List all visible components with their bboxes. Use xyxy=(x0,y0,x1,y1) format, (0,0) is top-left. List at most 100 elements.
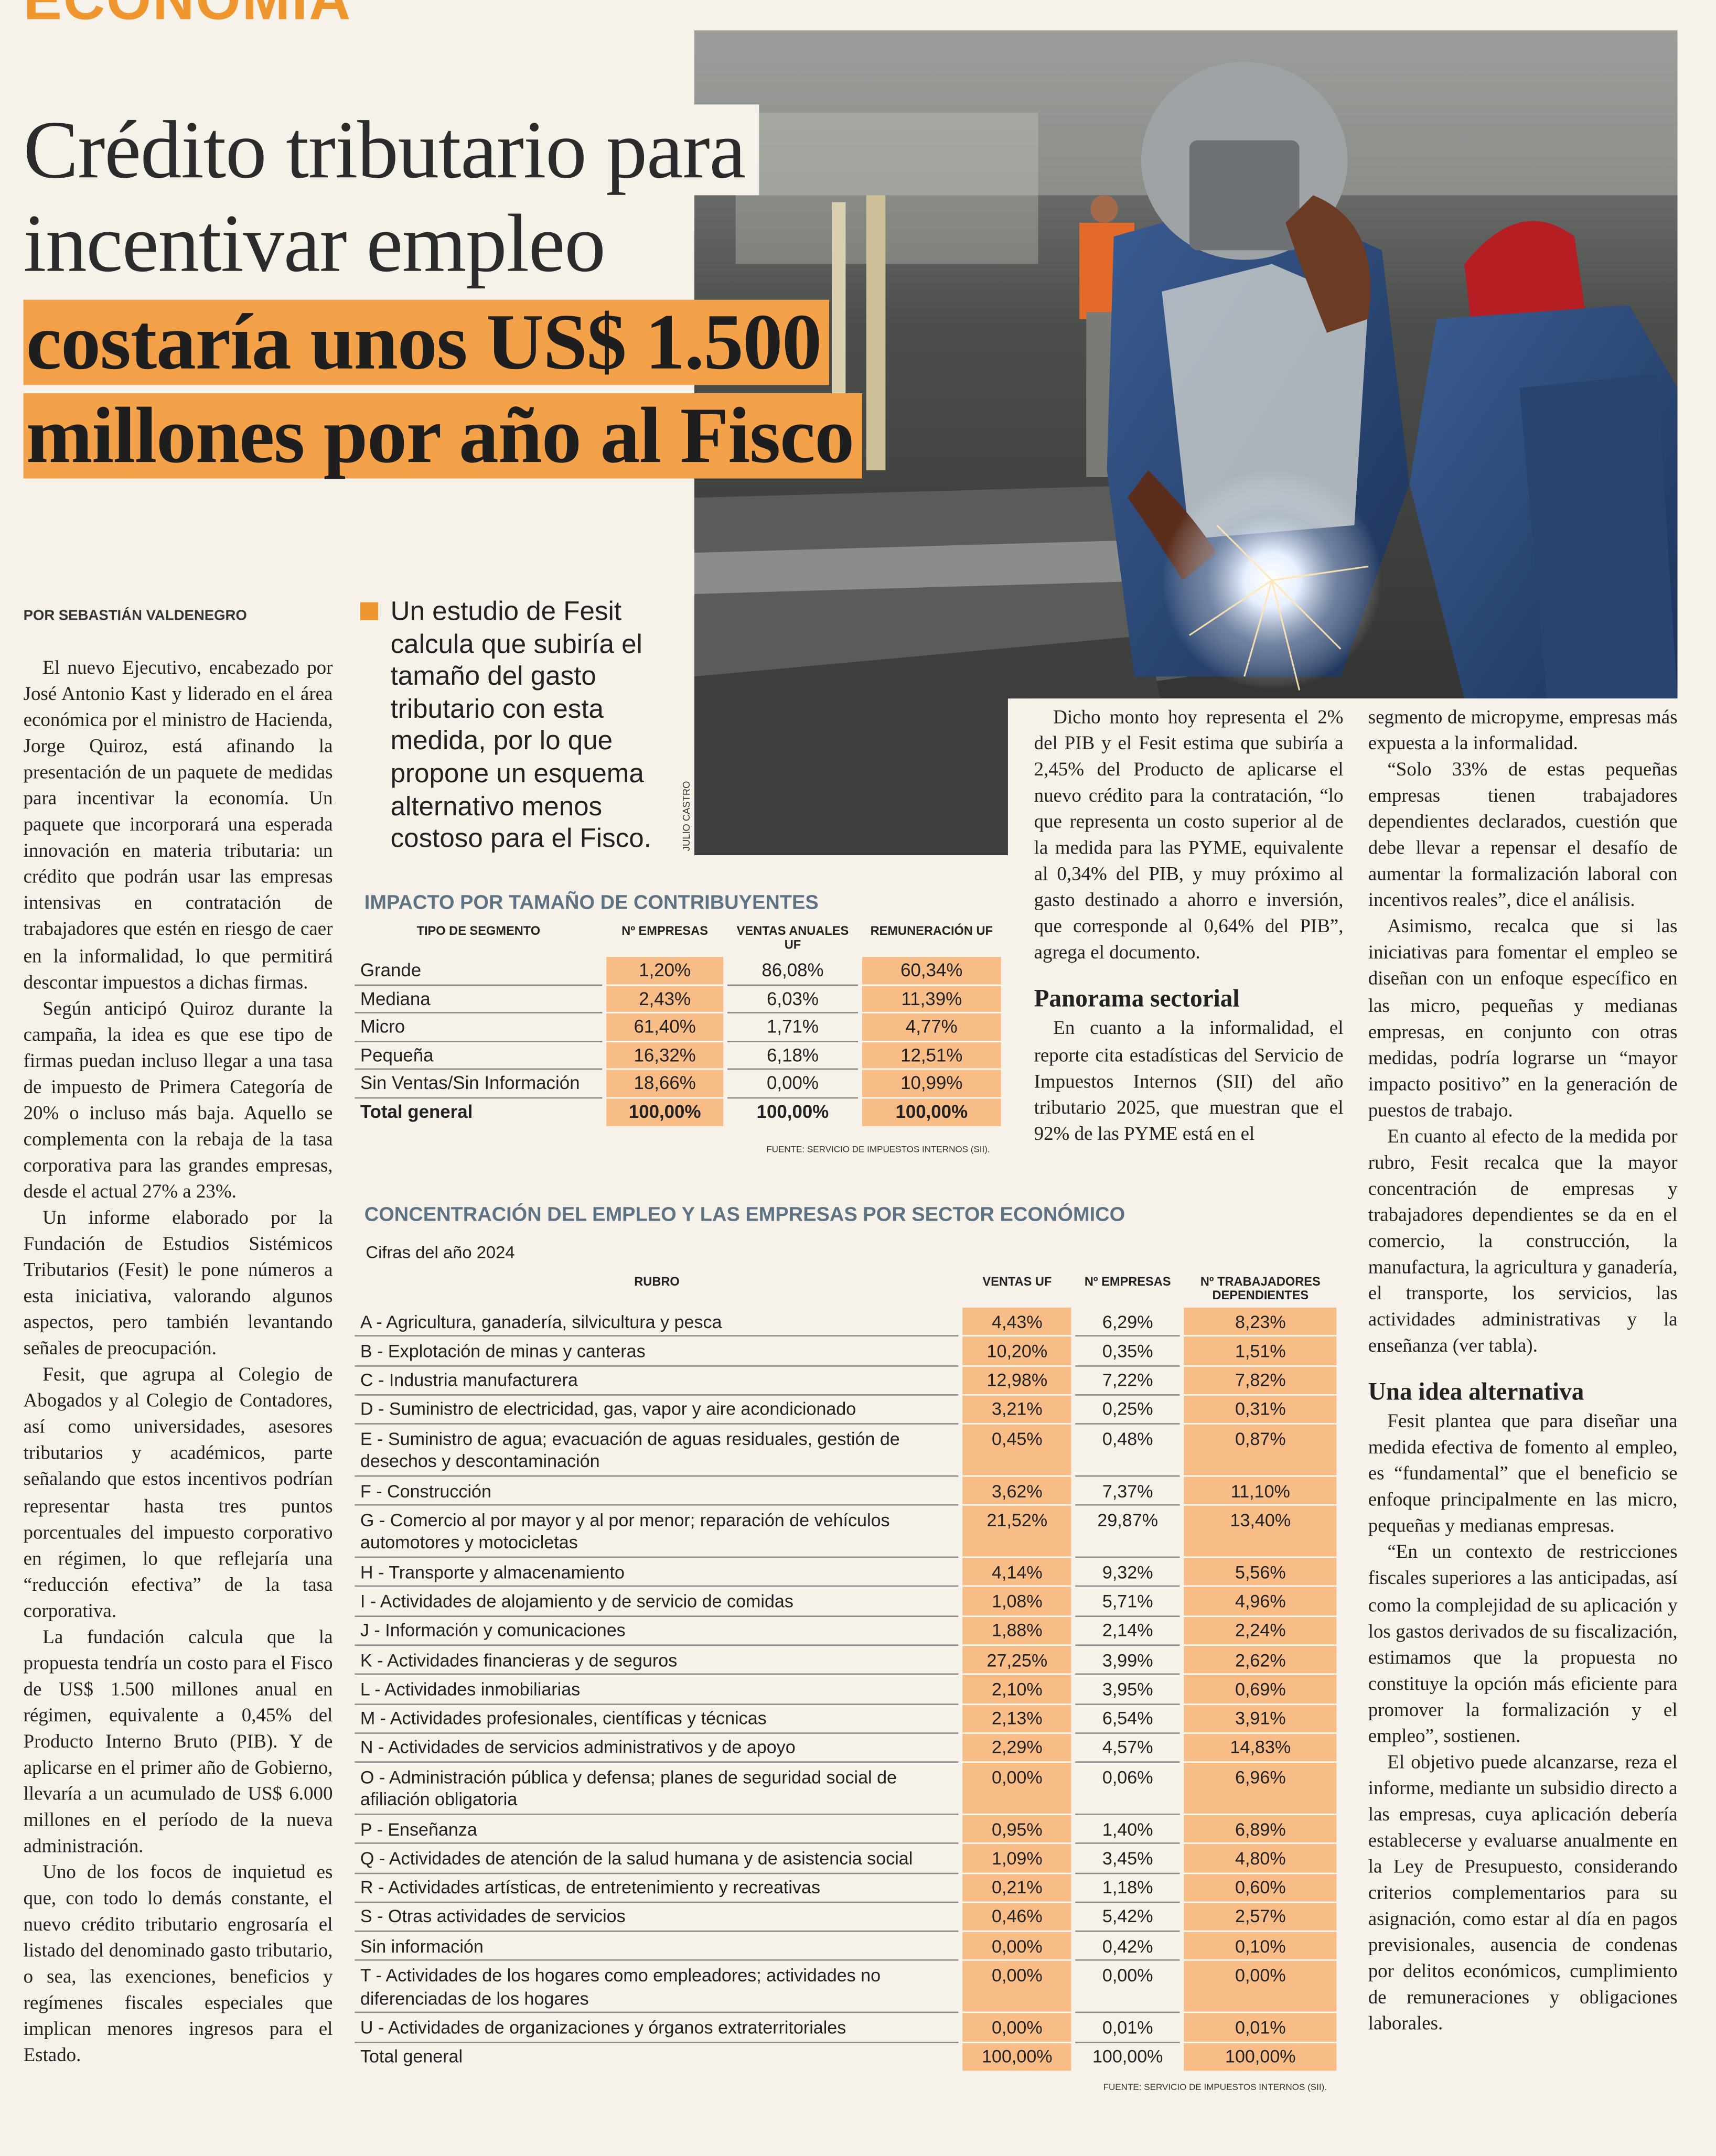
row-label: L - Actividades inmobiliarias xyxy=(355,1675,959,1705)
cell-value: 86,08% xyxy=(727,957,859,986)
table-row: C - Industria manufacturera 12,98% 7,22% 7,… xyxy=(355,1366,1337,1396)
table-row: Total general 100,00% 100,00% 100,00% xyxy=(355,1098,1001,1126)
table-source: FUENTE: SERVICIO DE IMPUESTOS INTERNOS (… xyxy=(766,1145,990,1155)
row-label: Sin Ventas/Sin Información xyxy=(355,1070,603,1099)
table-row: Micro 61,40% 1,71% 4,77% xyxy=(355,1014,1001,1042)
table-row: R - Actividades artísticas, de entreteni… xyxy=(355,1873,1337,1903)
cell-value: 1,20% xyxy=(606,957,724,986)
headline-line: incentivar empleo xyxy=(23,198,619,289)
cell-value: 7,37% xyxy=(1075,1476,1181,1506)
table-row: F - Construcción 3,62% 7,37% 11,10% xyxy=(355,1476,1337,1506)
cell-value: 6,03% xyxy=(727,985,859,1014)
cell-value: 8,23% xyxy=(1184,1307,1337,1337)
photo-credit: JULIO CASTRO xyxy=(682,781,693,851)
cell-value: 0,31% xyxy=(1184,1395,1337,1425)
row-label: B - Explotación de minas y canteras xyxy=(355,1337,959,1366)
table-row: T - Actividades de los hogares como empl… xyxy=(355,1961,1337,2013)
table-row: M - Actividades profesionales, científic… xyxy=(355,1704,1337,1734)
headline-line: Crédito tributario para xyxy=(23,104,759,196)
cell-value: 21,52% xyxy=(963,1506,1071,1558)
table-row: L - Actividades inmobiliarias 2,10% 3,95% 0… xyxy=(355,1675,1337,1705)
cell-value: 2,29% xyxy=(963,1733,1071,1763)
cell-value: 11,10% xyxy=(1184,1476,1337,1506)
cell-value: 4,96% xyxy=(1184,1587,1337,1617)
paragraph: segmento de micropyme, empresas más expu… xyxy=(1368,706,1678,755)
cell-value: 0,00% xyxy=(1075,1961,1181,2013)
paragraph: “Solo 33% de estas pequeñas empresas tie… xyxy=(1368,759,1678,912)
row-label: Mediana xyxy=(355,985,603,1014)
bullet xyxy=(360,602,378,620)
column: segmento de micropyme, empresas más expu… xyxy=(1368,705,1678,2038)
paragraph: El nuevo Ejecutivo, encabezado por José … xyxy=(23,657,333,994)
paragraph: La fundación calcula que la propuesta te… xyxy=(23,1626,333,1858)
cell-value: 0,00% xyxy=(963,1763,1071,1815)
cell-value: 0,10% xyxy=(1184,1932,1337,1961)
table-row: Pequeña 16,32% 6,18% 12,51% xyxy=(355,1042,1001,1071)
cell-value: 1,40% xyxy=(1075,1815,1181,1845)
cell-value: 2,43% xyxy=(606,985,724,1014)
row-label: Pequeña xyxy=(355,1042,603,1071)
cell-value: 5,56% xyxy=(1184,1558,1337,1588)
cell-value: 0,01% xyxy=(1184,2013,1337,2043)
cell-value: 6,96% xyxy=(1184,1763,1337,1815)
table-row: D - Suministro de electricidad, gas, vap… xyxy=(355,1395,1337,1425)
column-header: Nº EMPRESAS xyxy=(1084,1274,1171,1289)
table-row: Total general 100,00% 100,00% 100,00% xyxy=(355,2042,1337,2071)
cell-value: 100,00% xyxy=(1092,2046,1163,2067)
table-row: I - Actividades de alojamiento y de serv… xyxy=(355,1587,1337,1617)
table-row: A - Agricultura, ganadería, silvicultura… xyxy=(355,1307,1337,1337)
table-row: P - Enseñanza 0,95% 1,40% 6,89% xyxy=(355,1815,1337,1845)
cell-value: 10,20% xyxy=(963,1336,1071,1366)
cell-value: 4,77% xyxy=(862,1014,1001,1042)
table-row: E - Suministro de agua; evacuación de ag… xyxy=(355,1425,1337,1477)
cell-value: 0,00% xyxy=(963,2013,1071,2043)
cell-value: 16,32% xyxy=(606,1042,724,1071)
paragraph: El objetivo puede alcanzarse, reza el in… xyxy=(1368,1751,1678,2035)
table-row: Sin información 0,00% 0,42% 0,10% xyxy=(355,1932,1337,1961)
cell-value: 3,21% xyxy=(963,1395,1071,1425)
cell-value: 7,22% xyxy=(1075,1366,1181,1396)
row-label: M - Actividades profesionales, científic… xyxy=(355,1705,959,1734)
table-title: CONCENTRACIÓN DEL EMPLEO Y LAS EMPRESAS … xyxy=(364,1204,1125,1227)
cell-value: 1,18% xyxy=(1075,1873,1181,1903)
cell-value: 2,57% xyxy=(1184,1902,1337,1932)
cell-value: 0,45% xyxy=(963,1425,1071,1477)
paragraph: Dicho monto hoy representa el 2% del PIB… xyxy=(1034,706,1344,965)
table-row: Q - Actividades de atención de la salud … xyxy=(355,1844,1337,1874)
headline-highlight: costaría unos US$ 1.500 xyxy=(23,299,830,385)
row-label: T - Actividades de los hogares como empl… xyxy=(355,1961,959,2013)
row-label: J - Información y comunicaciones xyxy=(355,1616,959,1646)
cell-value: 0,69% xyxy=(1184,1675,1337,1705)
cell-value: 6,29% xyxy=(1075,1308,1181,1337)
column-header: VENTAS ANUALES UF xyxy=(736,924,849,952)
cell-value: 0,00% xyxy=(963,1932,1071,1961)
cell-value: 0,46% xyxy=(963,1902,1071,1932)
cell-value: 0,60% xyxy=(1184,1873,1337,1903)
paragraph: “En un contexto de restricciones fiscale… xyxy=(1368,1541,1678,1748)
cell-value: 100,00% xyxy=(606,1098,724,1126)
row-label: O - Administración pública y defensa; pl… xyxy=(355,1763,959,1815)
cell-value: 0,00% xyxy=(727,1070,859,1099)
column-header: VENTAS UF xyxy=(982,1274,1052,1289)
cell-value: 0,35% xyxy=(1075,1337,1181,1366)
headline-highlight: millones por año al Fisco xyxy=(23,393,862,479)
byline: POR SEBASTIÁN VALDENEGRO xyxy=(23,608,247,624)
table-row: Sin Ventas/Sin Información 18,66% 0,00% 10,… xyxy=(355,1070,1001,1099)
cell-value: 2,14% xyxy=(1075,1616,1181,1646)
cell-value: 11,39% xyxy=(862,985,1001,1014)
cell-value: 100,00% xyxy=(963,2042,1071,2071)
row-label: Grande xyxy=(355,957,603,986)
row-label: Sin información xyxy=(355,1932,959,1961)
table-row: G - Comercio al por mayor y al por menor… xyxy=(355,1506,1337,1558)
table-row: O - Administración pública y defensa; pl… xyxy=(355,1763,1337,1815)
column-header: Nº EMPRESAS xyxy=(621,924,708,938)
column-header: REMUNERACIÓN UF xyxy=(870,924,993,938)
table-row: S - Otras actividades de servicios 0,46% 5… xyxy=(355,1902,1337,1932)
row-label: D - Suministro de electricidad, gas, vap… xyxy=(355,1395,959,1425)
row-label: R - Actividades artísticas, de entreteni… xyxy=(355,1873,959,1903)
cell-value: 100,00% xyxy=(756,1101,829,1122)
row-label: E - Suministro de agua; evacuación de ag… xyxy=(355,1425,959,1477)
column: Dicho monto hoy representa el 2% del PIB… xyxy=(1034,705,1344,1148)
